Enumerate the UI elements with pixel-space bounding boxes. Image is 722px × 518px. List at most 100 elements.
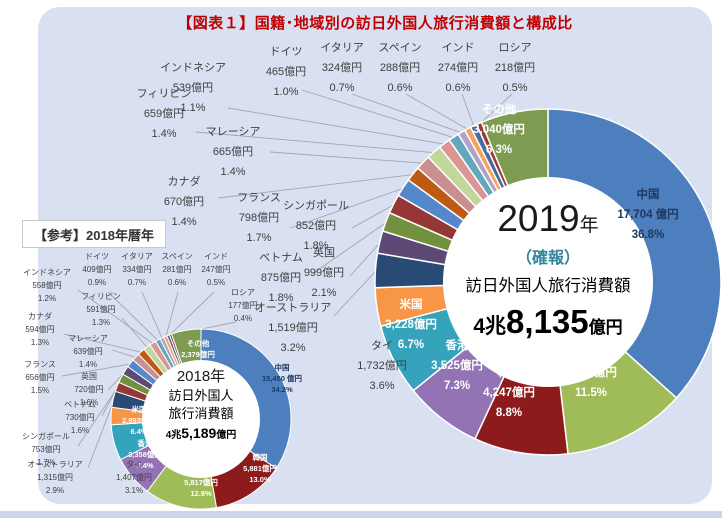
leader-line-y2019-イタリア <box>351 93 463 134</box>
slice-label-name: 米国 <box>131 405 147 414</box>
slice-label-value_label: 753億円 <box>31 445 61 454</box>
bottom-divider <box>0 511 722 518</box>
slice-label-pct_label: 36.8% <box>631 229 665 241</box>
slice-label-pct_label: 8.8% <box>495 407 523 419</box>
inside-label-y2019-その他: その他 3,040億円 6.3% <box>454 100 544 160</box>
slice-label-name: イタリア <box>320 42 364 54</box>
slice-label-pct_label: 34.2% <box>271 385 293 394</box>
slice-label-pct_label: 1.1% <box>180 102 206 114</box>
inside-label-y2019-香港: 香港 3,525億円 7.3% <box>412 336 502 396</box>
leader-line-y2018-フィリピン <box>121 317 148 349</box>
slice-label-value_label: 1,315億円 <box>36 473 74 482</box>
slice-label-name: 英国 <box>81 372 97 381</box>
inside-label-y2018-香港: 香港 3,358億円 7.4% <box>115 438 175 471</box>
slice-label-name: タイ <box>126 460 142 469</box>
slice-label-value_label: 218億円 <box>494 62 536 74</box>
slice-label-name: フィリピン <box>81 292 121 301</box>
slice-label-pct_label: 0.5% <box>206 278 226 287</box>
donut-2019-center: 2019年 （確報） 訪日外国人旅行消費額 4兆8,135億円 <box>451 198 645 350</box>
slice-label-pct_label: 3.1% <box>124 486 144 495</box>
slice-label-value_label: 3,358億円 <box>128 450 162 459</box>
slice-label-name: インド <box>441 42 475 54</box>
slice-label-value_label: 3,228億円 <box>385 319 437 331</box>
outside-label-y2019-インドネシア: インドネシア 539億円 1.1% <box>133 58 253 118</box>
slice-label-value_label: 656億円 <box>25 373 55 382</box>
slice-label-name: カナダ <box>28 312 52 321</box>
slice-label-name: 英国 <box>313 247 335 259</box>
slice-label-value_label: 17,704 億円 <box>617 209 679 221</box>
slice-label-value_label: 558億円 <box>32 281 62 290</box>
outside-label-y2018-オーストラリア: オーストラリア 1,315億円 2.9% <box>16 458 94 497</box>
leader-line-y2019-スペイン <box>405 93 469 131</box>
slice-label-pct_label: 1.0% <box>273 86 299 98</box>
slice-label-value_label: 875億円 <box>260 272 302 284</box>
slice-label-name: シンガポール <box>22 432 70 441</box>
slice-label-pct_label: 0.5% <box>502 82 528 94</box>
inside-label-y2018-韓国: 韓国 5,881億円 13.0% <box>230 452 290 485</box>
slice-label-pct_label: 0.7% <box>127 278 147 287</box>
slice-label-value_label: 730億円 <box>65 413 95 422</box>
leader-line-y2019-インド <box>461 93 475 127</box>
donut-2018-total-prefix: 4兆 <box>165 430 182 441</box>
slice-label-value_label: 2,379億円 <box>181 350 215 359</box>
outside-label-y2018-マレーシア: マレーシア 639億円 1.4% <box>49 332 127 371</box>
slice-label-name: マレーシア <box>68 334 108 343</box>
slice-label-pct_label: 0.7% <box>329 82 355 94</box>
outside-label-y2019-タイ: タイ 1,732億円 3.6% <box>322 336 442 396</box>
slice-label-name: ベトナム <box>64 400 96 409</box>
slice-label-name: 台湾 <box>579 347 603 359</box>
slice-label-name: オーストラリア <box>254 302 332 314</box>
inside-label-y2018-中国: 中国 15,450 億円 34.2% <box>246 362 318 395</box>
outside-label-y2018-カナダ: カナダ 594億円 1.3% <box>1 310 79 349</box>
slice-label-value_label: 999億円 <box>303 267 345 279</box>
leader-line-y2018-オーストラリア <box>87 399 115 469</box>
outside-label-y2019-マレーシア: マレーシア 665億円 1.4% <box>173 122 293 182</box>
slice-label-value_label: 177億円 <box>228 301 258 310</box>
slice-label-value_label: 2,893億円 <box>122 416 156 425</box>
outside-label-y2018-フランス: フランス 656億円 1.5% <box>1 358 79 397</box>
slice-label-pct_label: 0.9% <box>87 278 107 287</box>
outside-label-y2019-英国: 英国 999億円 2.1% <box>264 243 384 303</box>
leader-line-y2018-シンガポール <box>77 386 119 447</box>
slice-label-pct_label: 1.4% <box>171 216 197 228</box>
slice-label-name: 米国 <box>399 299 423 311</box>
slice-label-name: イタリア <box>121 252 153 261</box>
inside-label-y2019-米国: 米国 3,228億円 6.7% <box>366 295 456 355</box>
slice-label-value_label: 591億円 <box>86 305 116 314</box>
slice-label-pct_label: 1.7% <box>36 458 56 467</box>
donut-2019-total-main: 8,135 <box>506 303 589 340</box>
donut-2018-center-label-2: 旅行消費額 <box>168 406 234 421</box>
slice-label-name: 韓国 <box>497 367 521 379</box>
donut-2019-note: （確報） <box>515 250 580 267</box>
slice-label-pct_label: 1.3% <box>30 338 50 347</box>
outside-label-y2019-インド: インド 274億円 0.6% <box>398 38 518 98</box>
donut-y2018-hole <box>142 360 260 478</box>
slice-label-pct_label: 1.7% <box>246 232 272 244</box>
leader-line-y2019-カナダ <box>217 174 414 199</box>
outside-label-y2019-スペイン: スペイン 288億円 0.6% <box>340 38 460 98</box>
slice-label-value_label: 594億円 <box>25 325 55 334</box>
outside-label-y2019-ドイツ: ドイツ 465億円 1.0% <box>226 42 346 102</box>
leader-line-y2019-オーストラリア <box>333 270 377 317</box>
slice-label-value_label: 288億円 <box>379 62 421 74</box>
slice-label-value_label: 3,525億円 <box>431 360 483 372</box>
slice-label-pct_label: 0.6% <box>167 278 187 287</box>
slice-label-value_label: 852億円 <box>295 220 337 232</box>
leader-line-y2019-シンガポール <box>351 203 395 229</box>
leader-line-y2019-ドイツ <box>301 89 455 139</box>
inside-label-y2019-台湾: 台湾 5,517億円 11.5% <box>546 343 636 403</box>
slice-label-name: 台湾 <box>193 467 209 476</box>
slice-label-value_label: 5,881億円 <box>243 464 277 473</box>
slice-label-name: その他 <box>186 339 210 348</box>
outside-label-y2019-フィリピン: フィリピン 659億円 1.4% <box>104 84 224 144</box>
outside-label-y2018-シンガポール: シンガポール 753億円 1.7% <box>7 430 85 469</box>
leader-line-y2018-インドネシア <box>77 289 154 345</box>
donut-2019-total-suffix: 億円 <box>588 318 623 337</box>
slice-label-pct_label: 12.9% <box>190 489 212 498</box>
leader-line-y2019-ロシア <box>479 93 513 125</box>
slice-label-name: 中国 <box>274 363 290 372</box>
slice-label-name: インドネシア <box>23 268 71 277</box>
slice-label-name: フランス <box>237 192 281 204</box>
leader-line-y2018-ドイツ <box>107 291 159 342</box>
donut-2019-center-label: 訪日外国人旅行消費額 <box>465 277 631 295</box>
